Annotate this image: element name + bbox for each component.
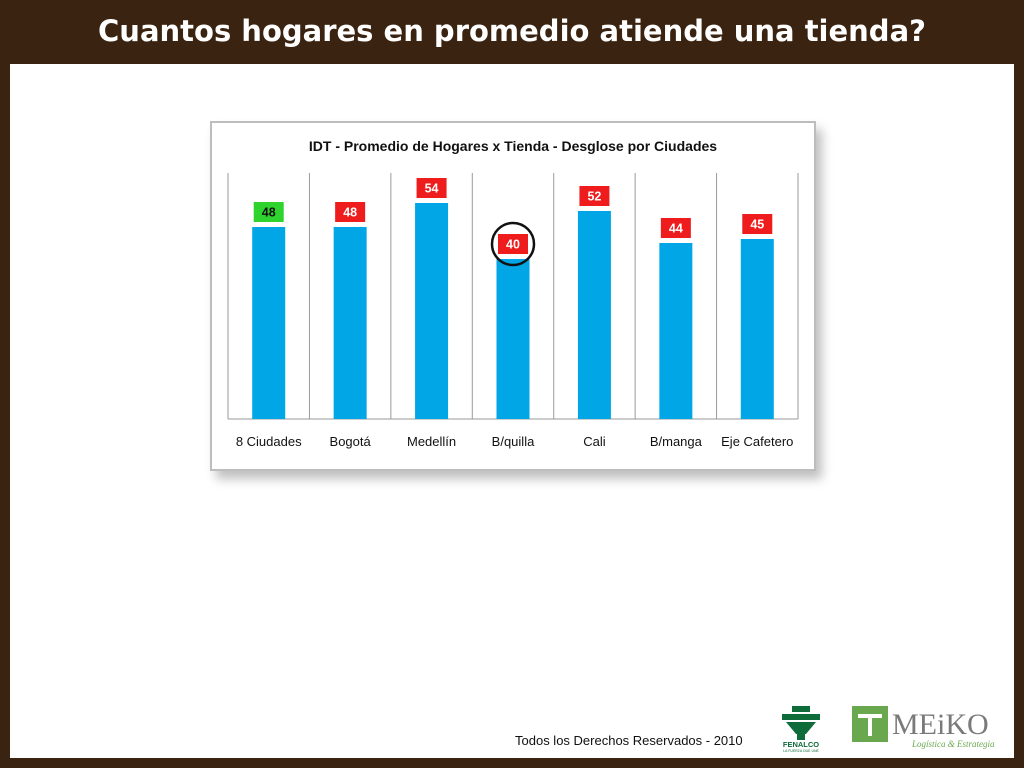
fenalco-logo: FENALCO LA FUERZA QUE UNE [782,706,820,752]
data-label-box [660,218,691,238]
bar [252,227,286,419]
bar [577,211,611,419]
bar-chart: IDT - Promedio de Hogares x Tienda - Des… [227,138,799,449]
data-label: 54 [425,182,439,196]
x-tick-label: 8 Ciudades [236,434,302,449]
bar [659,243,693,419]
data-label: 40 [506,238,520,252]
meiko-logo-tagline: Logística & Estrategia [911,739,995,749]
bar [496,259,530,419]
x-tick-label: B/manga [650,434,703,449]
x-tick-label: Bogotá [330,434,372,449]
x-tick-label: Cali [583,434,606,449]
data-label-box [579,186,610,206]
data-label-box [335,202,366,222]
bar [740,239,774,419]
meiko-logo: MEiKO Logística & Estrategia [852,706,995,749]
x-tick-label: Medellín [407,434,456,449]
fenalco-logo-text: FENALCO [783,740,819,749]
data-label-box [742,214,773,234]
meiko-logo-text: MEiKO [892,708,989,741]
fenalco-logo-tagline: LA FUERZA QUE UNE [783,749,819,752]
x-tick-label: B/quilla [492,434,535,449]
chart-title: IDT - Promedio de Hogares x Tienda - Des… [309,138,717,154]
data-label: 48 [343,206,357,220]
chart-frame: IDT - Promedio de Hogares x Tienda - Des… [210,121,816,471]
data-label: 44 [669,222,683,236]
bar [415,203,449,419]
footer-copyright: Todos los Derechos Reservados - 2010 [515,733,743,748]
data-label-box [253,202,284,222]
bar [333,227,367,419]
data-label-box [498,234,528,254]
data-label: 48 [262,206,276,220]
data-label-box [416,178,447,198]
data-label: 52 [587,190,601,204]
slide-canvas: IDT - Promedio de Hogares x Tienda - Des… [10,64,1014,758]
highlight-circle [490,221,536,267]
slide-title: Cuantos hogares en promedio atiende una … [98,14,926,48]
plot-area: 48 8 Ciudades 48 Bogotá 54 Medellín 40 B/quilla… [227,173,799,449]
x-tick-label: Eje Cafetero [721,434,793,449]
data-label: 45 [750,218,764,232]
